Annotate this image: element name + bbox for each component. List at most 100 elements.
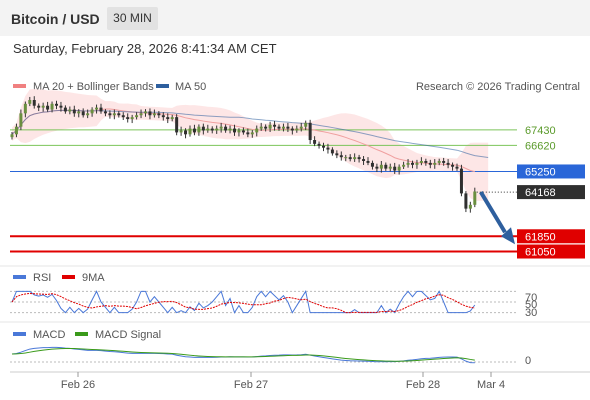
rsi-line — [11, 290, 476, 314]
candle-body — [442, 160, 446, 163]
candle-body — [308, 122, 312, 141]
candle-body — [437, 160, 441, 163]
candle-body — [121, 115, 125, 118]
rsi-ma-line — [11, 292, 475, 314]
candle-body — [326, 147, 330, 150]
header-bar — [0, 0, 590, 36]
candle-body — [10, 134, 14, 138]
candle-body — [86, 113, 90, 116]
candle-body — [23, 103, 27, 114]
candle-body — [197, 126, 201, 133]
candle-body — [46, 105, 50, 110]
candle-body — [370, 162, 374, 167]
candle-body — [103, 111, 107, 114]
candle-body — [455, 166, 459, 169]
price-tag-label-64168: 64168 — [525, 187, 556, 199]
rsi-tick-label: 70 — [525, 292, 537, 304]
candle-body — [304, 122, 308, 127]
candle-body — [286, 126, 290, 129]
price-tag-64168 — [517, 185, 585, 200]
candle-body — [406, 162, 410, 165]
candle-body — [411, 162, 414, 165]
macd-tick-label: 0 — [525, 355, 531, 367]
candle-body — [233, 128, 236, 133]
candle-body — [126, 117, 130, 120]
candle-body — [144, 111, 147, 114]
candle-body — [317, 143, 321, 146]
candle-body — [32, 100, 36, 106]
rsi-ma-legend-label: 9MA — [82, 272, 105, 284]
time-tick-label: Feb 28 — [406, 379, 440, 391]
candle-body — [246, 132, 250, 135]
candle-body — [63, 107, 67, 112]
candle-body — [348, 157, 352, 160]
candle-body — [170, 117, 174, 120]
candle-body — [241, 130, 245, 133]
candle-body — [473, 191, 477, 205]
candlesticks — [10, 96, 517, 213]
candle-body — [353, 157, 357, 160]
time-tick-label: Mar 4 — [477, 379, 505, 391]
macd-signal-legend-swatch — [75, 332, 88, 336]
bollinger-band-fill — [12, 88, 489, 201]
candle-body — [192, 128, 196, 133]
price-tag-label-66620: 66620 — [525, 140, 556, 152]
candle-body — [424, 160, 428, 163]
bollinger-bands — [12, 88, 489, 201]
instrument-title: Bitcoin / USD — [11, 11, 100, 27]
time-tick-label: Feb 27 — [234, 379, 268, 391]
candle-body — [446, 162, 450, 165]
macd-line — [11, 346, 475, 364]
candle-body — [277, 126, 281, 129]
candle-body — [313, 140, 317, 144]
macd-legend-label: MACD — [33, 329, 65, 341]
candle-body — [259, 126, 263, 129]
candle-body — [99, 107, 103, 112]
candle-body — [366, 160, 370, 163]
candle-body — [19, 113, 23, 127]
price-tag-label-65250: 65250 — [525, 166, 556, 178]
candle-body — [393, 166, 397, 171]
candle-body — [179, 130, 183, 133]
credit-text: Research © 2026 Trading Central — [416, 81, 580, 93]
price-tag-61850 — [517, 229, 585, 244]
candle-body — [384, 164, 388, 169]
rsi-ma-legend-swatch — [62, 275, 75, 279]
candle-body — [215, 128, 219, 131]
support-resistance-levels — [10, 129, 517, 253]
forecast-arrow-shaft — [479, 191, 507, 234]
candle-body — [219, 126, 223, 129]
candle-body — [228, 128, 232, 131]
candle-body — [50, 103, 54, 110]
price-tag-61050 — [517, 244, 585, 259]
price-tag-65250 — [517, 164, 585, 179]
candle-body — [201, 126, 205, 131]
price-tags: 67430 66620 65250 61850 61050 64168 — [517, 125, 585, 259]
candle-body — [206, 128, 210, 131]
candle-body — [433, 162, 437, 165]
forecast-arrow-head — [501, 227, 515, 245]
candle-body — [428, 162, 432, 165]
candle-body — [388, 166, 392, 169]
candle-body — [77, 111, 81, 114]
candle-body — [339, 155, 343, 158]
candle-body — [188, 128, 192, 135]
candle-body — [237, 130, 241, 133]
candle-body — [108, 113, 112, 116]
candle-body — [224, 126, 228, 131]
forecast-arrow — [479, 191, 515, 245]
candle-body — [59, 105, 63, 108]
timeframe-badge[interactable]: 30 MIN — [107, 7, 158, 30]
candle-body — [255, 128, 259, 133]
rsi-tick-label: 30 — [525, 307, 537, 319]
candle-body — [357, 157, 361, 160]
candle-body — [415, 162, 419, 165]
price-tag-label-61850: 61850 — [525, 231, 556, 243]
bollinger-legend-swatch — [13, 84, 26, 88]
candle-body — [402, 164, 406, 167]
candle-body — [397, 166, 401, 171]
candle-body — [250, 132, 254, 135]
candle-body — [55, 103, 58, 106]
macd-signal-line — [11, 347, 475, 362]
candle-body — [14, 126, 18, 135]
